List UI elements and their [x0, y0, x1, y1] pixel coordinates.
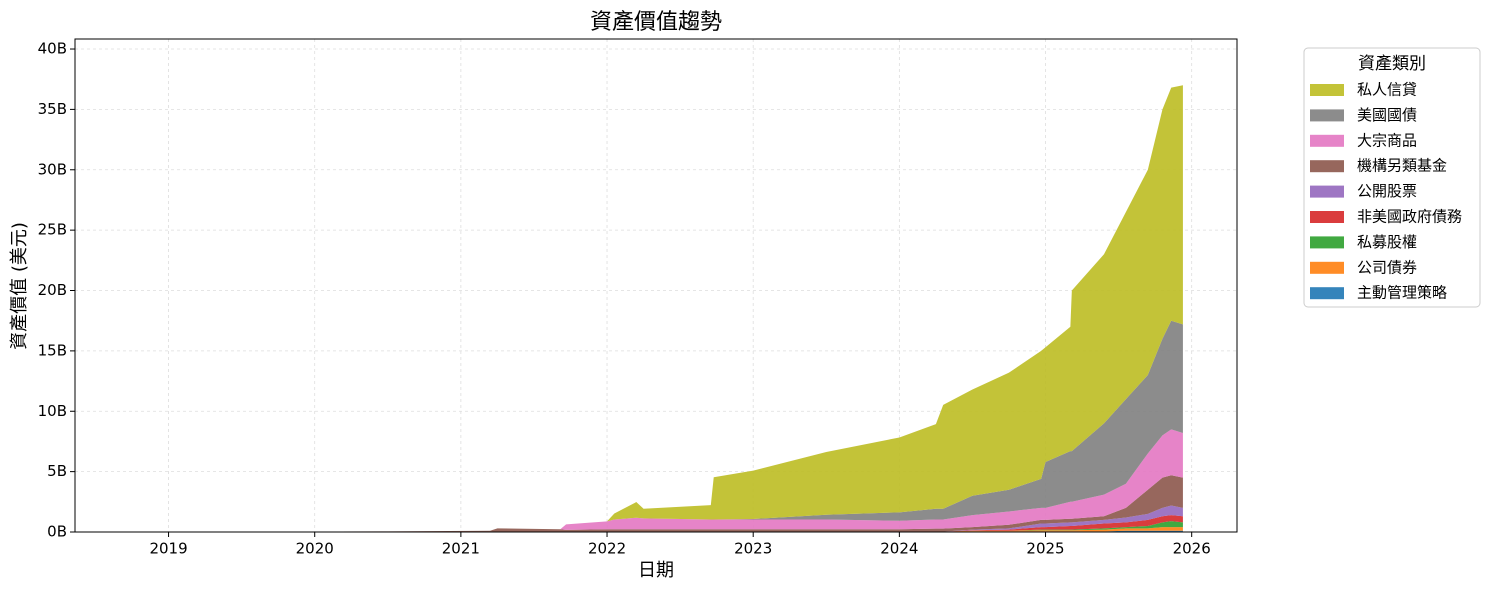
legend-label: 非美國政府債務	[1357, 208, 1462, 226]
legend-label: 私募股權	[1357, 233, 1417, 251]
legend-swatch	[1310, 261, 1344, 274]
x-tick-label: 2026	[1173, 540, 1211, 558]
legend-swatch	[1310, 185, 1344, 198]
x-tick-label: 2019	[149, 540, 187, 558]
legend-swatch	[1310, 109, 1344, 122]
y-tick-label: 0B	[47, 523, 67, 541]
legend-label: 美國國債	[1357, 106, 1417, 124]
legend-title: 資產類別	[1358, 54, 1426, 74]
x-tick-label: 2020	[296, 540, 334, 558]
chart-title: 資產價值趨勢	[590, 10, 722, 35]
x-tick-label: 2025	[1026, 540, 1064, 558]
legend-label: 公開股票	[1357, 182, 1417, 200]
legend-frame	[1303, 47, 1481, 308]
legend-swatch	[1310, 236, 1344, 249]
y-tick-label: 20B	[38, 281, 67, 299]
y-tick-label: 5B	[47, 462, 67, 480]
x-tick-label: 2022	[588, 540, 626, 558]
areas	[102, 85, 1183, 532]
y-tick-label: 10B	[38, 402, 67, 420]
y-tick-label: 30B	[38, 160, 67, 178]
legend-label: 主動管理策略	[1357, 284, 1447, 302]
x-axis-label: 日期	[638, 560, 674, 581]
legend-swatch	[1310, 134, 1344, 147]
area	[102, 85, 1183, 532]
legend-swatch	[1310, 287, 1344, 300]
legend-swatch	[1310, 84, 1344, 96]
y-tick-label: 15B	[38, 341, 67, 359]
legend-label: 機構另類基金	[1357, 157, 1447, 175]
plot-frame	[74, 38, 1238, 533]
legend: 資產類別 私人信貸美國國債大宗商品機構另類基金公開股票非美國政府債務私募股權公司…	[1303, 47, 1481, 308]
legend-label: 大宗商品	[1357, 131, 1417, 149]
legend-swatch	[1310, 211, 1344, 223]
x-tick-label: 2021	[442, 540, 480, 558]
x-tick-label: 2024	[880, 540, 918, 558]
y-axis-label: 資產價值 (美元)	[9, 222, 30, 350]
y-tick-label: 25B	[38, 221, 67, 239]
legend-swatch	[1310, 160, 1344, 173]
y-tick-label: 40B	[38, 40, 67, 58]
legend-label: 私人信貸	[1357, 81, 1417, 99]
x-tick-label: 2023	[734, 540, 772, 558]
axes: 2019 2020 2021 2022 2023 2024 2025 2026 0B 5B 10B 1…	[38, 38, 1238, 558]
y-tick-label: 35B	[38, 100, 67, 118]
legend-label: 公司債券	[1357, 258, 1417, 276]
